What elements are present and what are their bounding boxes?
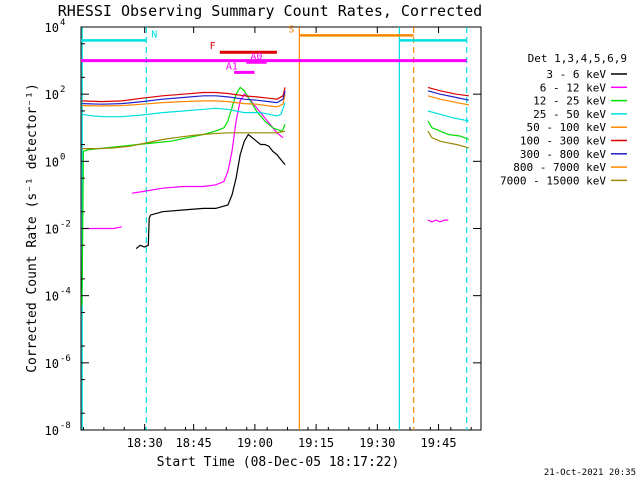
series-3-seg-0 <box>82 102 286 118</box>
series-8-seg-0 <box>82 130 286 150</box>
date-stamp: 21-Oct-2021 20:35 <box>544 468 636 478</box>
y-tick-exponent-3: -2 <box>60 220 71 230</box>
x-tick-label-1: 18:45 <box>176 436 212 450</box>
y-tick-label-0: 10 <box>45 21 59 35</box>
legend-label-2: 12 - 25 keV <box>533 95 606 108</box>
flag-label-4: A1 <box>226 61 238 72</box>
series-0-seg-0 <box>135 133 286 250</box>
series-1-seg-2 <box>427 219 449 223</box>
series-1-seg-0 <box>83 226 122 230</box>
legend-label-7: 800 - 7000 keV <box>513 161 606 174</box>
flag-label-3: A0 <box>250 51 262 62</box>
x-tick-label-3: 19:15 <box>298 436 334 450</box>
legend-label-3: 25 - 50 keV <box>533 108 606 121</box>
series-8-seg-1 <box>427 130 469 149</box>
chart-title: RHESSI Observing Summary Count Rates, Co… <box>58 2 482 20</box>
plot-frame <box>80 26 482 431</box>
vertical-lines <box>81 27 468 430</box>
y-axis-label: Corrected Count Rate (s⁻¹ detector⁻¹) <box>25 83 40 373</box>
y-tick-label-1: 10 <box>45 88 59 102</box>
x-axis-label: Start Time (08-Dec-05 18:17:22) <box>157 455 400 470</box>
legend-label-1: 6 - 12 keV <box>540 81 607 94</box>
y-tick-label-4: 10 <box>45 290 59 304</box>
flag-label-0: N <box>151 29 157 40</box>
y-tick-exponent-2: 0 <box>60 152 65 162</box>
flag-label-2: F <box>210 41 216 52</box>
series-3-seg-1 <box>427 110 469 122</box>
legend-label-8: 7000 - 15000 keV <box>500 174 606 187</box>
y-tick-exponent-0: 4 <box>60 18 65 28</box>
y-tick-label-3: 10 <box>45 223 59 237</box>
series-5-seg-1 <box>427 86 469 97</box>
series-5-seg-0 <box>82 87 286 103</box>
y-tick-label-2: 10 <box>45 155 59 169</box>
flag-bars: N S F A0 A1 <box>81 24 467 74</box>
series-2-seg-0 <box>81 86 286 306</box>
y-tick-label-5: 10 <box>45 357 59 371</box>
series-4-seg-1 <box>427 95 469 106</box>
series-6-seg-0 <box>82 90 286 105</box>
flag-label-1: S <box>288 24 294 35</box>
legend-label-5: 100 - 300 keV <box>520 135 606 148</box>
series-6-seg-1 <box>427 90 469 101</box>
x-tick-label-0: 18:30 <box>127 436 163 450</box>
legend-label-0: 3 - 6 keV <box>546 68 606 81</box>
x-tick-label-4: 19:30 <box>359 436 395 450</box>
series-2-seg-1 <box>427 120 470 141</box>
x-axis-ticks: 18:30 18:45 19:00 19:15 19:30 19:45 <box>82 27 472 450</box>
series-1-seg-1 <box>131 93 284 194</box>
legend-label-4: 50 - 100 keV <box>527 121 607 134</box>
y-tick-exponent-6: -8 <box>60 421 71 431</box>
legend-title: Det 1,3,4,5,6,9 <box>528 52 627 65</box>
y-tick-label-6: 10 <box>45 424 59 438</box>
y-tick-exponent-4: -4 <box>60 287 71 297</box>
series-4-seg-0 <box>82 94 286 108</box>
y-tick-exponent-5: -6 <box>60 354 71 364</box>
series-lines <box>81 86 470 306</box>
y-tick-exponent-1: 2 <box>60 85 65 95</box>
legend-label-6: 300 - 800 keV <box>520 148 606 161</box>
x-tick-label-5: 19:45 <box>420 436 456 450</box>
x-tick-label-2: 19:00 <box>237 436 273 450</box>
